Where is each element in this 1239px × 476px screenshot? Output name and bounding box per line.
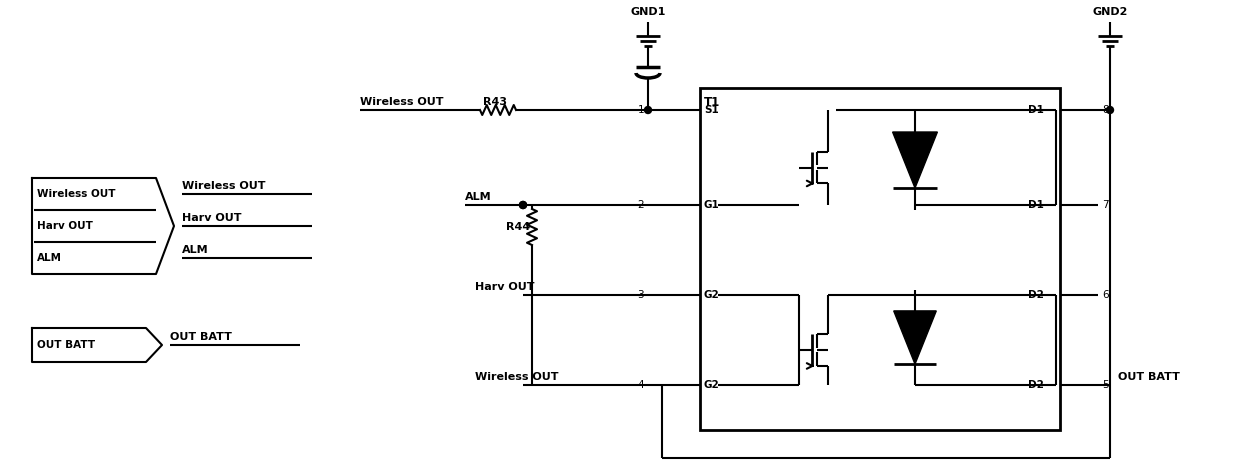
Text: Harv OUT: Harv OUT (182, 213, 242, 223)
Text: D1: D1 (1028, 200, 1044, 210)
Circle shape (1106, 107, 1114, 113)
Text: R44: R44 (506, 222, 530, 232)
Text: Wireless OUT: Wireless OUT (475, 372, 559, 382)
Circle shape (519, 201, 527, 208)
Text: D1: D1 (1028, 105, 1044, 115)
Text: D2: D2 (1028, 290, 1044, 300)
Text: Harv OUT: Harv OUT (475, 282, 534, 292)
Text: 8: 8 (1101, 105, 1109, 115)
Text: GND1: GND1 (631, 7, 665, 17)
Polygon shape (892, 132, 938, 188)
Bar (700, 88, 1061, 430)
Text: GND2: GND2 (1093, 7, 1127, 17)
Circle shape (519, 201, 527, 208)
Text: Harv OUT: Harv OUT (37, 221, 93, 231)
Text: Wireless OUT: Wireless OUT (182, 181, 265, 191)
Text: OUT BATT: OUT BATT (37, 340, 95, 350)
Text: OUT BATT: OUT BATT (1118, 372, 1180, 382)
Text: 7: 7 (1101, 200, 1109, 210)
Text: S1: S1 (704, 105, 719, 115)
Text: 1: 1 (637, 105, 644, 115)
Text: R43: R43 (483, 97, 507, 107)
Text: Wireless OUT: Wireless OUT (37, 189, 115, 199)
Text: G2: G2 (704, 290, 720, 300)
Text: 4: 4 (637, 380, 644, 390)
Text: 5: 5 (1101, 380, 1109, 390)
Polygon shape (893, 311, 937, 364)
Text: ALM: ALM (182, 245, 208, 255)
Text: 2: 2 (637, 200, 644, 210)
Text: Wireless OUT: Wireless OUT (361, 97, 444, 107)
Text: ALM: ALM (37, 253, 62, 263)
Text: D2: D2 (1028, 380, 1044, 390)
Text: ALM: ALM (465, 192, 492, 202)
Circle shape (644, 107, 652, 113)
Text: 3: 3 (637, 290, 644, 300)
Text: 6: 6 (1101, 290, 1109, 300)
Text: T1: T1 (704, 96, 720, 109)
Text: G1: G1 (704, 200, 720, 210)
Text: G2: G2 (704, 380, 720, 390)
Text: OUT BATT: OUT BATT (170, 332, 232, 342)
